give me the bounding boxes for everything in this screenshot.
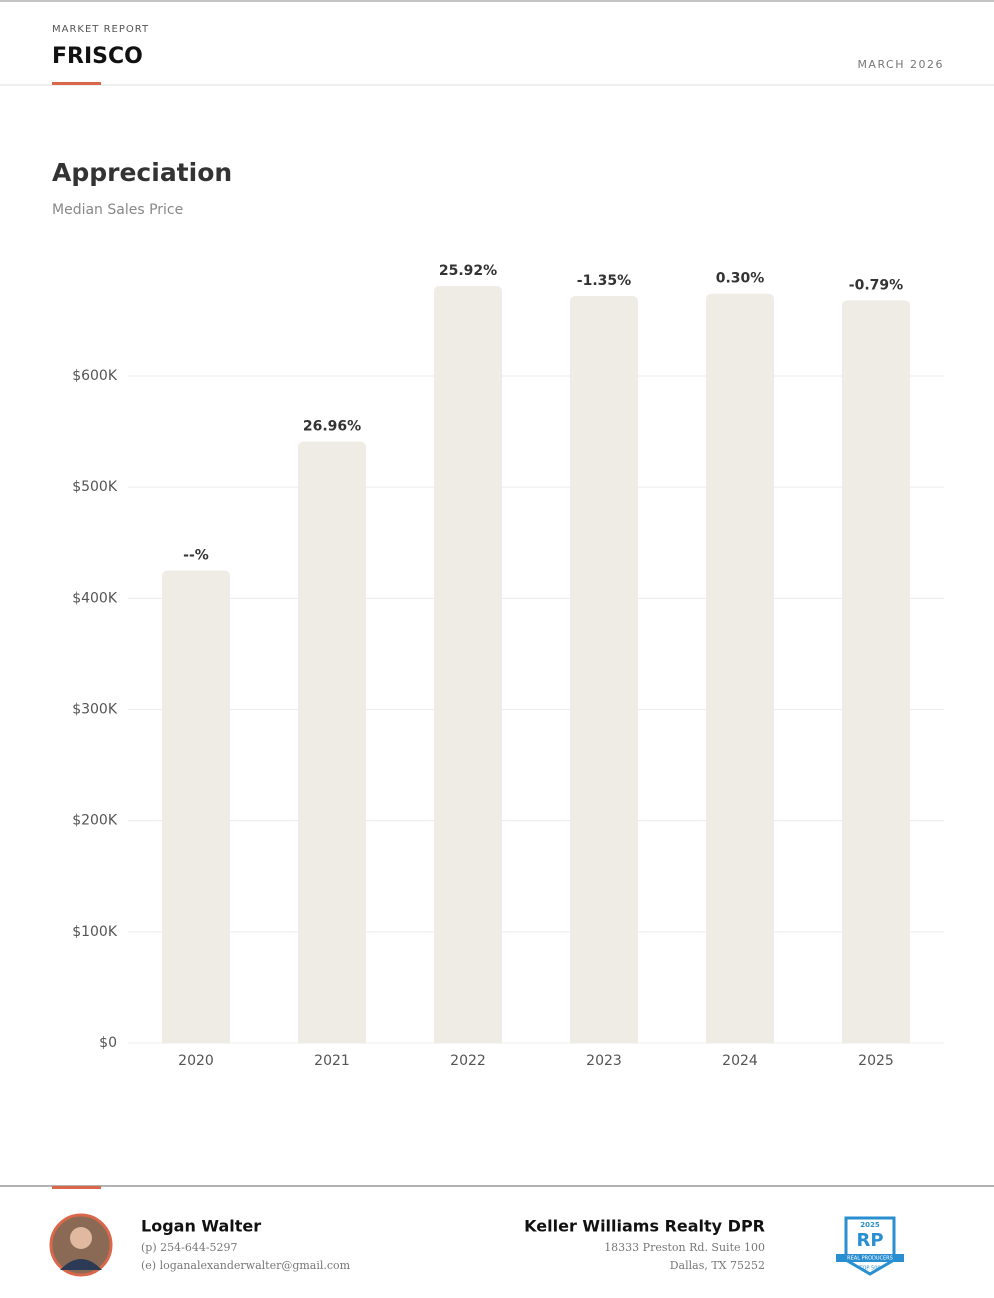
bar-label: -0.79%: [849, 277, 903, 293]
y-tick-label: $600K: [72, 368, 118, 384]
bar: [842, 300, 910, 1043]
header-accent: [52, 82, 101, 85]
y-tick-label: $0: [99, 1035, 117, 1051]
brokerage-address: 18333 Preston Rd. Suite 100: [604, 1241, 765, 1254]
y-tick-label: $400K: [72, 590, 118, 606]
bar-label: -1.35%: [577, 273, 631, 289]
agent-photo-face: [70, 1227, 92, 1249]
report-date: MARCH 2026: [857, 58, 944, 71]
agent-name: Logan Walter: [141, 1217, 261, 1236]
bar-label: --%: [183, 548, 209, 564]
bar: [434, 285, 502, 1044]
badge-year: 2025: [860, 1221, 880, 1229]
brokerage-city: Dallas, TX 75252: [670, 1259, 765, 1272]
x-tick-label: 2021: [314, 1053, 350, 1069]
badge-line2: TOP 500: [858, 1266, 880, 1272]
footer-accent: [52, 1186, 101, 1189]
section-title: Appreciation: [52, 158, 232, 187]
badge-logo: RP: [856, 1230, 883, 1251]
chart: $0 $100K $200K $300K $400K $500K $600K 2020 --% 2…: [72, 263, 944, 1069]
kicker: MARKET REPORT: [52, 24, 149, 35]
y-tick-label: $300K: [72, 702, 118, 718]
chart-subtitle: Median Sales Price: [52, 202, 183, 218]
bar-label: 25.92%: [439, 263, 497, 279]
x-tick-label: 2024: [722, 1053, 758, 1069]
agent-photo-body: [60, 1259, 102, 1270]
badge-line1: REAL PRODUCERS: [847, 1256, 893, 1262]
y-tick-label: $100K: [72, 924, 118, 940]
bar-label: 26.96%: [303, 419, 361, 435]
bar: [706, 293, 774, 1043]
y-tick-label: $500K: [72, 479, 118, 495]
bar: [162, 570, 230, 1043]
agent-phone: (p) 254-644-5297: [141, 1241, 238, 1254]
agent-email: (e) loganalexanderwalter@gmail.com: [141, 1259, 351, 1272]
bar: [298, 441, 366, 1043]
x-tick-label: 2020: [178, 1053, 214, 1069]
brokerage-name: Keller Williams Realty DPR: [524, 1217, 765, 1236]
x-tick-label: 2025: [858, 1053, 894, 1069]
city: FRISCO: [52, 44, 143, 69]
x-tick-label: 2023: [586, 1053, 622, 1069]
y-tick-label: $200K: [72, 813, 118, 829]
badge-ribbon: [836, 1254, 904, 1262]
bar: [570, 295, 638, 1044]
x-tick-label: 2022: [450, 1053, 486, 1069]
badge: 2025 RP REAL PRODUCERS TOP 500: [836, 1216, 904, 1276]
bar-label: 0.30%: [716, 271, 765, 287]
